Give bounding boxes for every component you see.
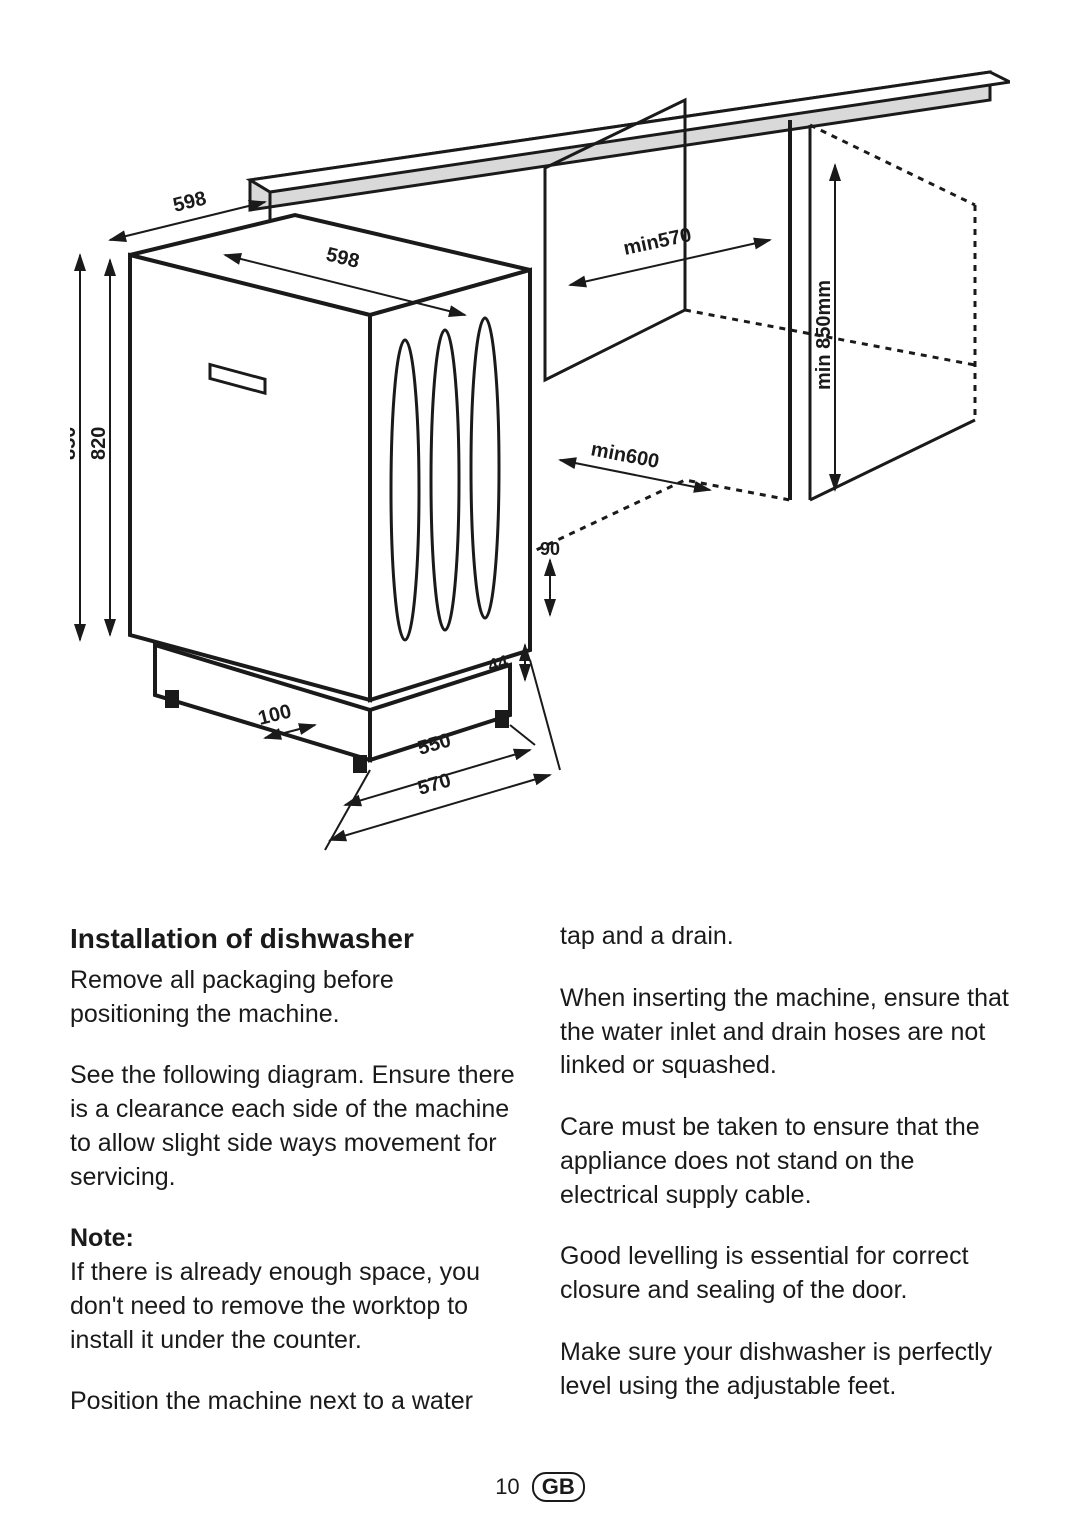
cabinet-cavity (515, 100, 975, 560)
dim-min570: min570 (621, 224, 693, 260)
para-remove-packaging: Remove all packaging before positioning … (70, 964, 520, 1032)
dim-820: 820 (88, 427, 110, 460)
region-badge: GB (532, 1472, 585, 1502)
para-clearance: See the following diagram. Ensure there … (70, 1059, 520, 1194)
column-left: Installation of dishwasher Remove all pa… (70, 920, 520, 1419)
page-number: 10 (495, 1474, 519, 1499)
dim-570: 570 (415, 769, 453, 799)
para-tap-drain: tap and a drain. (560, 920, 1010, 954)
dishwasher-body (130, 215, 530, 773)
installation-diagram: 598 598 850 820 100 550 570 (70, 60, 1010, 890)
manual-page: 598 598 850 820 100 550 570 (0, 0, 1080, 1532)
para-hoses: When inserting the machine, ensure that … (560, 982, 1010, 1083)
para-levelling: Good levelling is essential for correct … (560, 1240, 1010, 1308)
para-feet: Make sure your dishwasher is perfectly l… (560, 1336, 1010, 1404)
dim-90: 90 (540, 539, 560, 559)
para-note: Note: If there is already enough space, … (70, 1222, 520, 1357)
note-body: If there is already enough space, you do… (70, 1258, 480, 1354)
page-footer: 10 GB (0, 1472, 1080, 1502)
dim-598a: 598 (171, 187, 209, 216)
para-cable: Care must be taken to ensure that the ap… (560, 1111, 1010, 1212)
note-label: Note: (70, 1224, 134, 1252)
countertop (250, 72, 1010, 220)
para-position: Position the machine next to a water (70, 1385, 520, 1419)
column-right: tap and a drain. When inserting the mach… (560, 920, 1010, 1419)
section-heading: Installation of dishwasher (70, 920, 520, 958)
text-columns: Installation of dishwasher Remove all pa… (70, 920, 1010, 1419)
dim-850: 850 (70, 427, 80, 460)
dim-min850: min 850mm (813, 280, 835, 390)
